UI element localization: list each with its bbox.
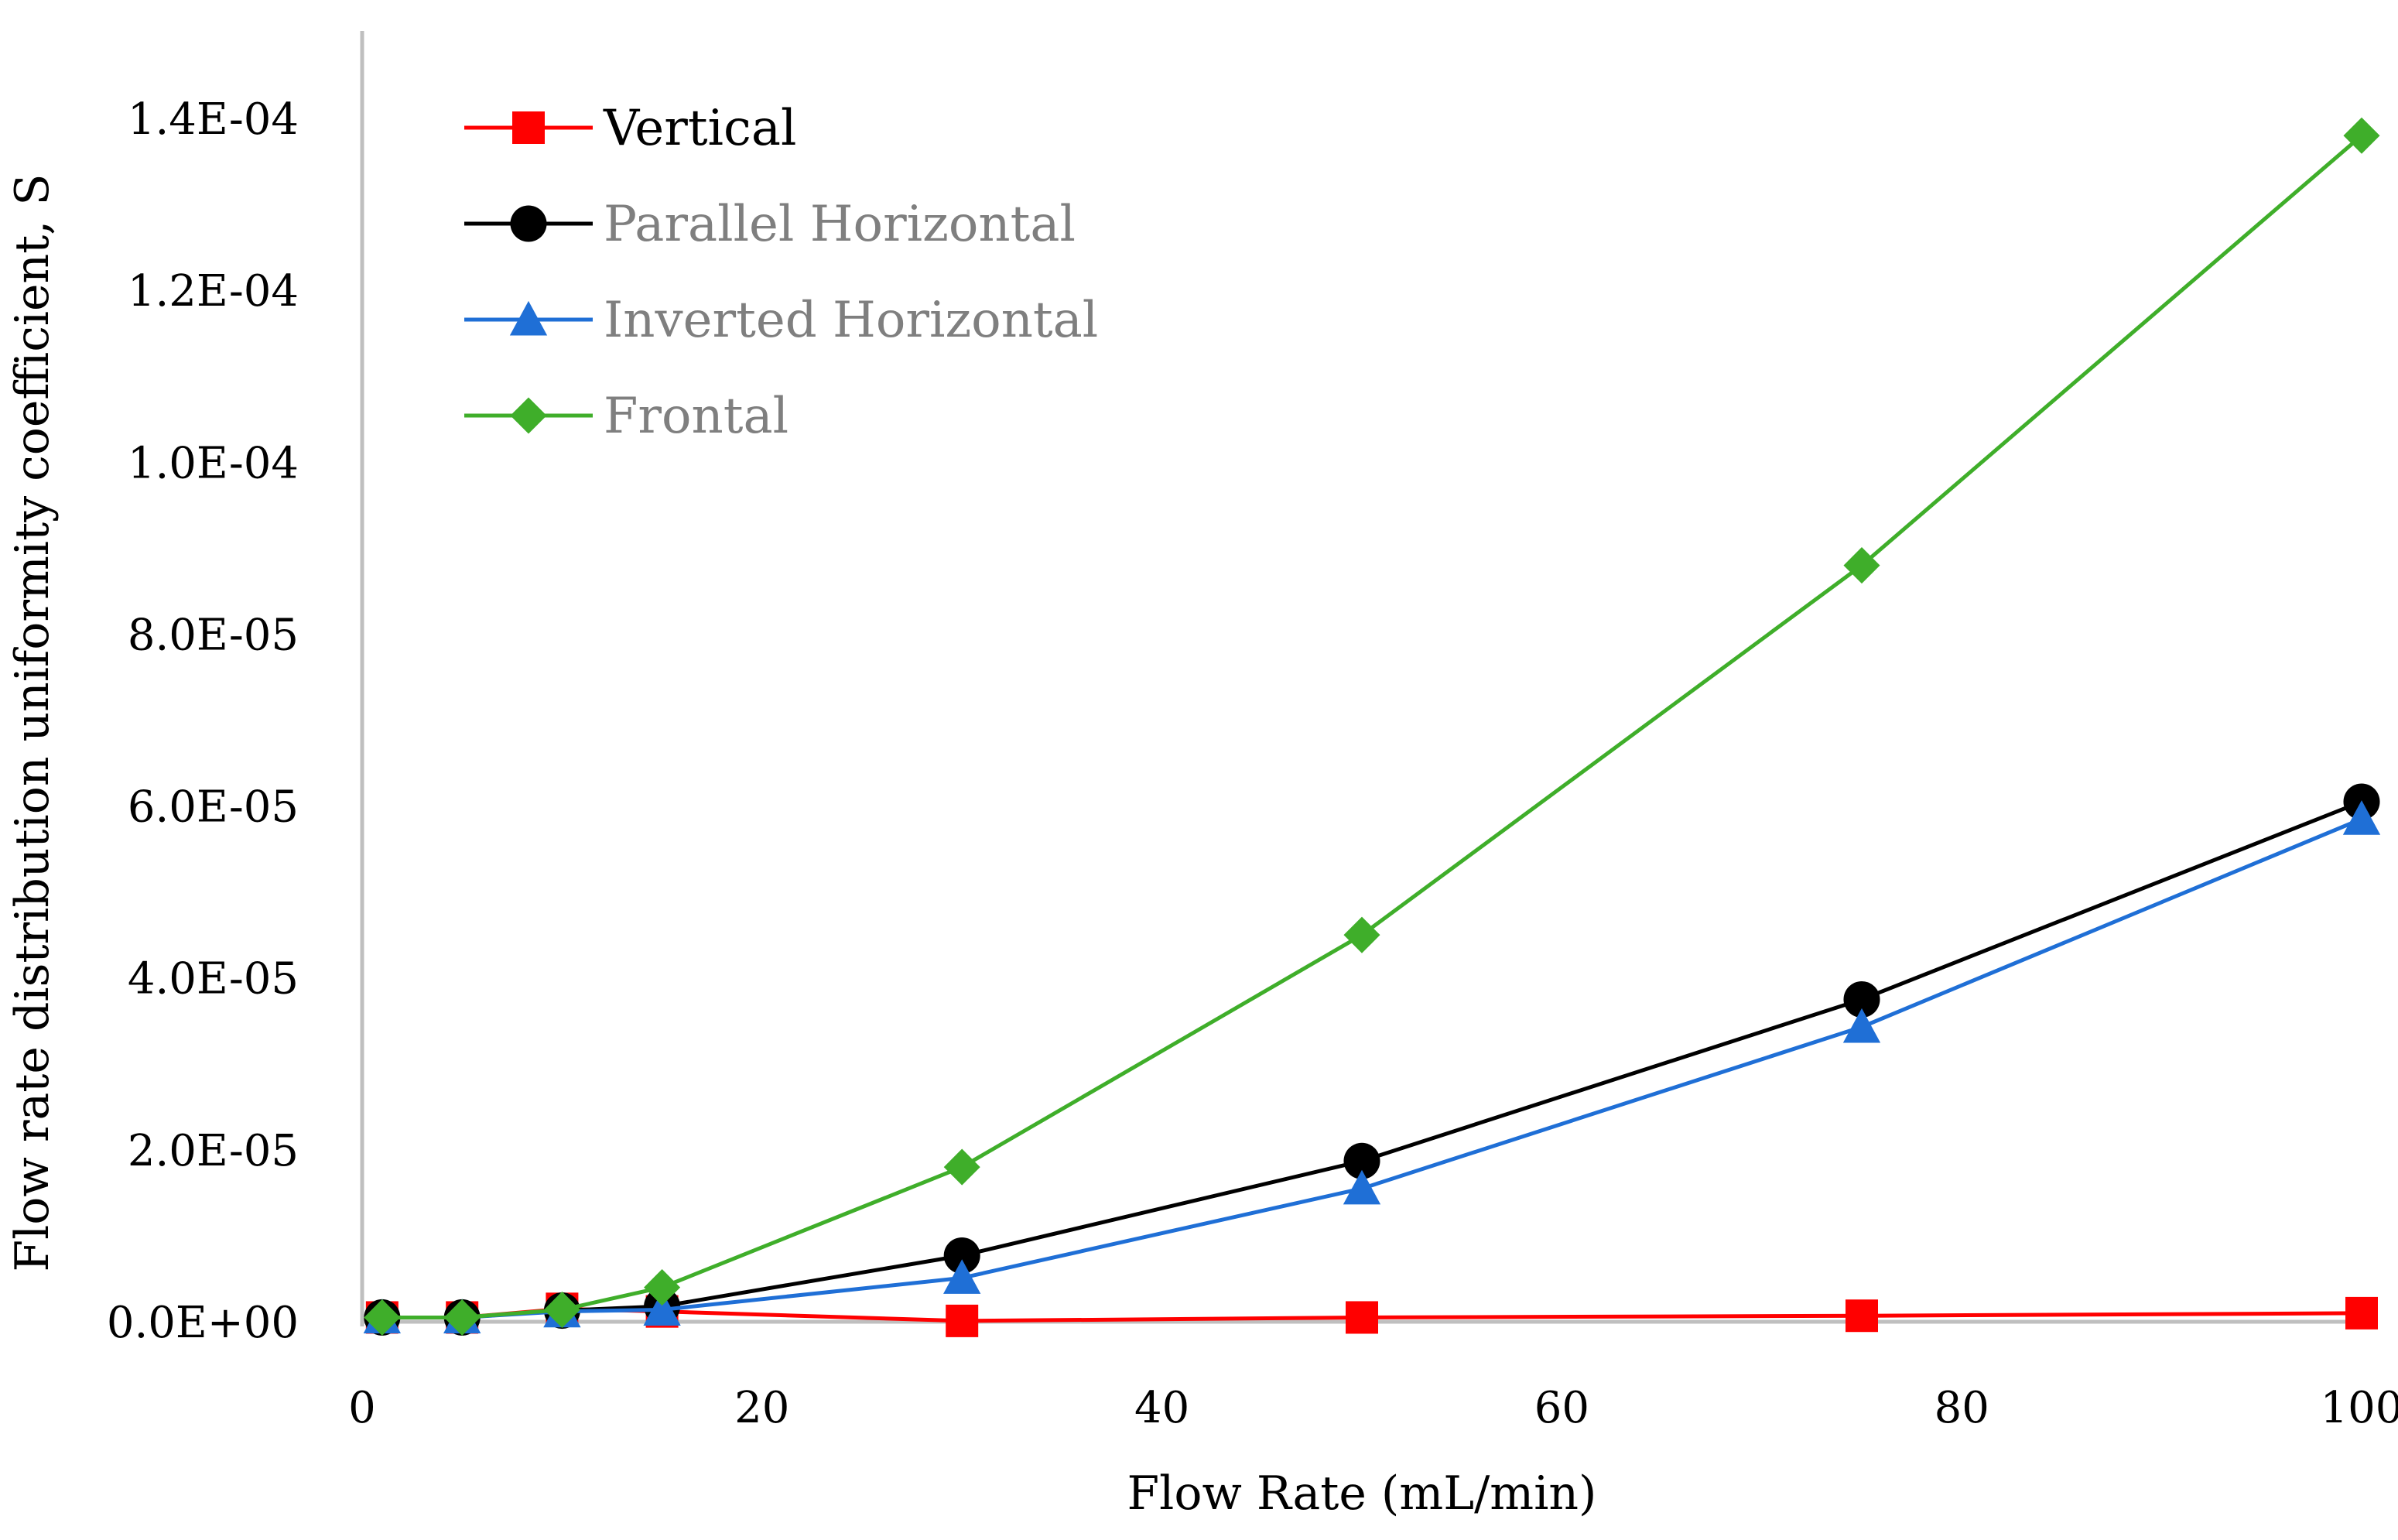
legend-label: Parallel Horizontal xyxy=(604,196,1076,253)
data-point xyxy=(364,1299,401,1336)
y-axis-title: Flow rate distribution uniformity coeffi… xyxy=(5,173,60,1271)
data-point xyxy=(1346,1301,1378,1334)
legend-label: Frontal xyxy=(604,388,789,445)
data-point xyxy=(1343,1169,1381,1205)
y-tick-label: 6.0E-05 xyxy=(128,782,299,833)
data-point xyxy=(2343,117,2380,154)
series-layer xyxy=(363,117,2381,1337)
data-point xyxy=(943,1237,980,1274)
x-tick-label: 0 xyxy=(348,1383,376,1433)
legend-marker xyxy=(510,205,547,242)
data-point xyxy=(1843,547,1880,584)
data-point xyxy=(943,1259,981,1294)
y-tick-label: 1.0E-04 xyxy=(128,438,299,488)
data-point xyxy=(543,1291,580,1328)
x-tick-label: 100 xyxy=(2321,1383,2398,1433)
x-tick-label: 20 xyxy=(734,1383,789,1433)
data-point xyxy=(1846,1299,1878,1333)
legend-item: Parallel Horizontal xyxy=(464,196,1076,253)
data-point xyxy=(1842,1008,1881,1043)
legend-item: Inverted Horizontal xyxy=(464,292,1098,349)
x-tick-label: 40 xyxy=(1134,1383,1189,1433)
y-tick-label: 1.2E-04 xyxy=(128,266,299,317)
x-axis-title: Flow Rate (mL/min) xyxy=(1127,1466,1597,1521)
data-point xyxy=(443,1299,481,1336)
legend-label: Inverted Horizontal xyxy=(604,292,1098,349)
legend-marker xyxy=(509,300,548,336)
y-tick-label: 1.4E-04 xyxy=(128,94,299,145)
y-tick-label: 2.0E-05 xyxy=(128,1126,299,1176)
legend-item: Vertical xyxy=(464,100,796,157)
series-frontal xyxy=(364,117,2380,1336)
x-tick-label: 80 xyxy=(1934,1383,1989,1433)
data-point xyxy=(644,1269,681,1306)
series-line xyxy=(381,799,2362,1319)
legend-marker xyxy=(510,397,547,434)
data-point xyxy=(1843,980,1880,1018)
x-tick-label: 60 xyxy=(1534,1383,1589,1433)
legend-item: Frontal xyxy=(464,388,789,445)
y-tick-label: 8.0E-05 xyxy=(128,610,299,660)
data-point xyxy=(943,1148,980,1186)
y-tick-label: 0.0E+00 xyxy=(107,1298,299,1348)
data-point xyxy=(1343,1142,1380,1179)
legend-label: Vertical xyxy=(603,100,796,157)
data-point xyxy=(2345,1296,2378,1330)
data-point xyxy=(2342,800,2381,835)
data-point xyxy=(946,1304,979,1337)
series-inverted-horizontal xyxy=(363,800,2381,1333)
data-point xyxy=(643,1291,681,1326)
series-line xyxy=(381,816,2362,1319)
legend: Vertical Parallel Horizontal Inverted Hori… xyxy=(464,100,1098,445)
series-parallel-horizontal xyxy=(364,783,2380,1336)
y-tick-label: 4.0E-05 xyxy=(128,954,299,1004)
axes: 0 20 40 60 80 100 0.0E+00 2.0E-05 4.0E-05 6.0E-05… xyxy=(107,31,2398,1433)
legend-marker xyxy=(512,111,545,144)
data-point xyxy=(1343,916,1380,953)
